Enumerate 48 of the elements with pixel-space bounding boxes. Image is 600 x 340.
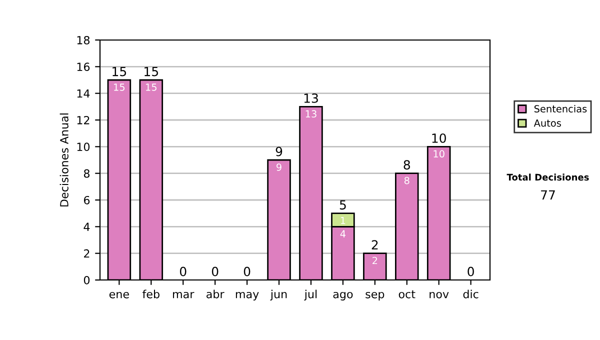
x-tick-label: jun: [270, 290, 287, 300]
data-label: 15: [114, 84, 125, 91]
legend-label: Sentencias: [534, 104, 587, 112]
y-tick-label: 18: [77, 36, 90, 44]
total-label: 0: [244, 266, 250, 276]
total-label: 10: [432, 133, 446, 143]
total-label: 5: [340, 200, 346, 210]
x-tick-label: jul: [304, 290, 317, 300]
y-tick-label: 2: [84, 249, 90, 258]
text: 77: [541, 190, 555, 200]
total-label: 9: [276, 146, 282, 156]
total-label: 8: [404, 160, 410, 170]
y-tick-label: 16: [77, 62, 90, 72]
data-label: 15: [146, 84, 156, 91]
x-tick-label: mar: [173, 292, 194, 298]
x-tick-label: ago: [333, 292, 353, 300]
total-label: 13: [304, 93, 318, 103]
y-tick-label: 14: [77, 89, 90, 98]
y-tick-label: 6: [84, 196, 90, 204]
legend-label: Autos: [534, 120, 561, 127]
total-label: 2: [372, 240, 378, 250]
data-label: 8: [404, 176, 410, 184]
text: Total Decisiones: [506, 174, 589, 181]
data-label: 10: [434, 150, 444, 158]
y-axis-title: Decisiones Anual: [60, 114, 68, 206]
data-label: 2: [372, 256, 378, 264]
data-label: 1: [340, 216, 346, 224]
y-tick-label: 12: [77, 116, 90, 124]
data-label: 9: [276, 164, 282, 171]
y-tick-label: 8: [84, 169, 90, 178]
x-tick-label: may: [236, 292, 259, 300]
data-label: 13: [306, 110, 316, 118]
total-label: 0: [212, 266, 218, 276]
total-label: 0: [180, 266, 186, 276]
total-label: 15: [112, 66, 126, 76]
x-tick-label: sep: [366, 292, 384, 300]
x-tick-label: oct: [398, 290, 416, 298]
total-label: 0: [468, 266, 474, 276]
y-tick-label: 0: [84, 276, 90, 284]
y-tick-label: 4: [84, 222, 90, 231]
x-tick-label: nov: [430, 292, 449, 298]
x-tick-label: feb: [142, 290, 160, 298]
total-label: 15: [144, 66, 158, 76]
y-tick-label: 10: [77, 142, 90, 152]
x-tick-label: ene: [109, 292, 129, 298]
x-tick-label: dic: [463, 290, 478, 298]
x-tick-label: abr: [206, 290, 224, 298]
data-label: 4: [340, 230, 346, 238]
